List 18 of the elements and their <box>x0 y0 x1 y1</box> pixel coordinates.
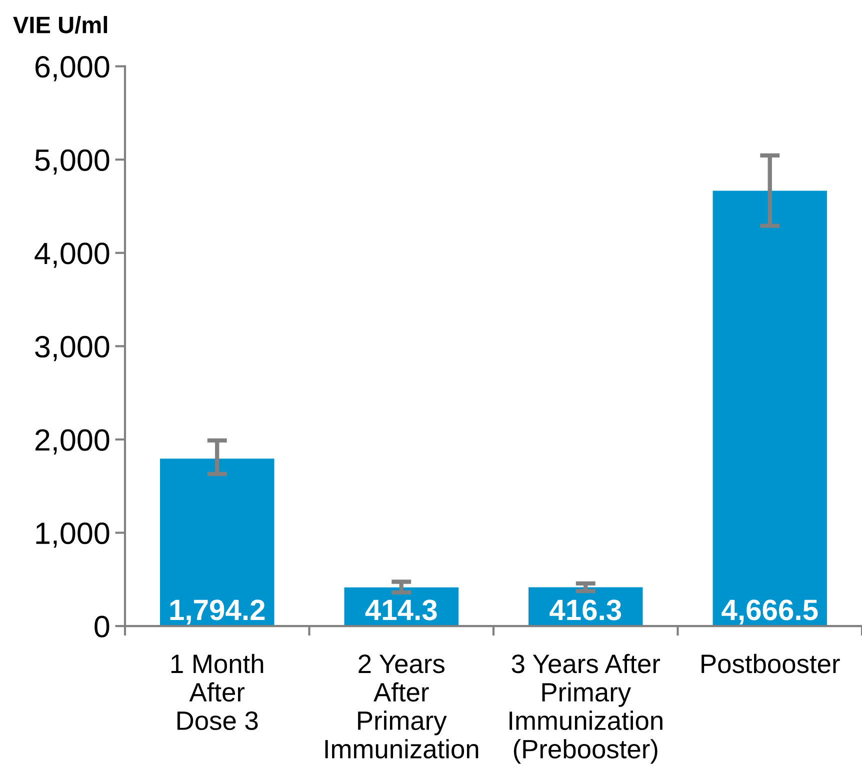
y-tick-label: 6,000 <box>36 56 110 82</box>
x-tick-label: Postbooster <box>702 654 840 674</box>
data-label: 416.3 <box>550 600 622 620</box>
y-axis-title: VIE U/ml <box>13 16 108 34</box>
bar <box>160 458 274 626</box>
data-label: 1,794.2 <box>170 600 265 625</box>
y-tick-label: 3,000 <box>35 336 110 362</box>
x-tick-label: 1 Month After Dose 3 <box>171 654 264 730</box>
x-tick-label: 3 Years After Primary Immunization (Prebooster) <box>510 654 662 764</box>
x-tick-label: 2 Years After Primary Immunization <box>325 654 478 758</box>
data-label: 4,666.5 <box>722 600 818 625</box>
y-tick-label: 0 <box>94 616 110 638</box>
y-tick-label: 1,000 <box>36 522 110 548</box>
y-tick-label: 5,000 <box>35 149 110 175</box>
y-tick-label: 2,000 <box>35 429 110 454</box>
y-tick-label: 4,000 <box>34 242 110 268</box>
data-label: 414.3 <box>365 600 437 620</box>
bar <box>712 190 827 626</box>
